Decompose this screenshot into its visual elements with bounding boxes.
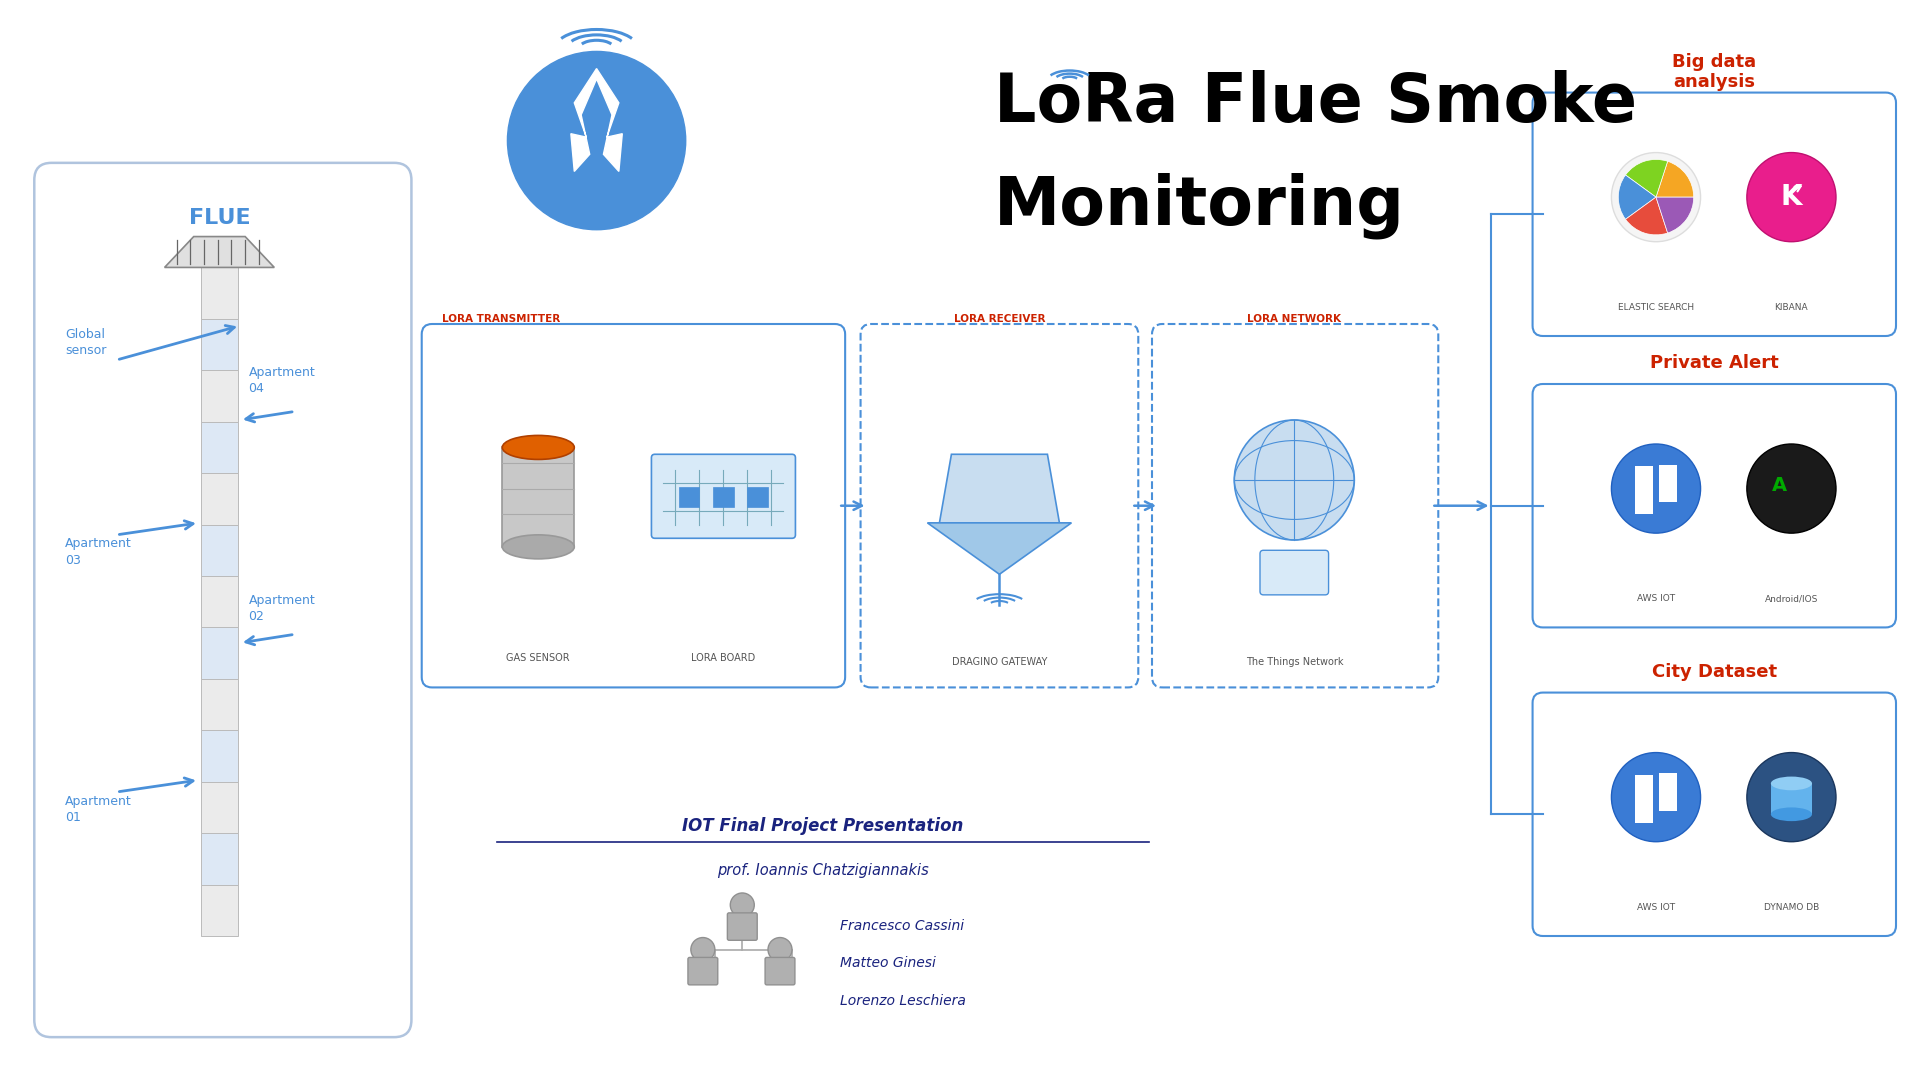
Bar [1636,774,1653,823]
Text: Global
sensor: Global sensor [65,328,106,357]
FancyBboxPatch shape [1532,692,1895,936]
Bar [200,319,238,370]
Text: ELASTIC SEARCH: ELASTIC SEARCH [1619,303,1693,312]
Ellipse shape [503,535,574,558]
Bar [200,576,238,627]
Bar [1659,464,1676,502]
FancyBboxPatch shape [651,455,795,538]
Wedge shape [1655,161,1693,198]
Circle shape [1747,152,1836,242]
Bar [200,268,238,319]
Text: LORA NETWORK: LORA NETWORK [1248,314,1342,324]
FancyBboxPatch shape [860,324,1139,688]
Text: Apartment
01: Apartment 01 [65,795,132,824]
Text: Francesco Cassini: Francesco Cassini [841,919,964,933]
Bar [200,525,238,576]
Text: Apartment
04: Apartment 04 [248,366,315,395]
Bar [200,679,238,730]
FancyBboxPatch shape [422,324,845,688]
Text: Android/IOS: Android/IOS [1764,594,1818,604]
Bar [200,421,238,473]
Text: A: A [1772,475,1788,495]
Text: City Dataset: City Dataset [1651,663,1776,681]
Text: LORA BOARD: LORA BOARD [691,653,756,663]
Polygon shape [927,523,1071,575]
Text: The Things Network: The Things Network [1246,657,1342,666]
Circle shape [1747,444,1836,534]
Polygon shape [570,68,622,172]
Wedge shape [1626,198,1668,234]
Text: Monitoring: Monitoring [995,173,1405,239]
FancyBboxPatch shape [728,913,756,941]
Circle shape [1235,420,1354,540]
Text: LORA RECEIVER: LORA RECEIVER [954,314,1044,324]
Text: Private Alert: Private Alert [1649,354,1778,373]
Bar [1636,467,1653,514]
Bar [712,487,733,508]
Circle shape [1611,152,1701,242]
FancyBboxPatch shape [764,958,795,985]
FancyBboxPatch shape [1152,324,1438,688]
Polygon shape [165,237,275,268]
Bar [200,782,238,833]
FancyBboxPatch shape [1532,93,1895,336]
Text: K: K [1780,184,1803,212]
Text: DRAGINO GATEWAY: DRAGINO GATEWAY [952,657,1046,666]
Text: Apartment
02: Apartment 02 [248,594,315,623]
Text: AWS IOT: AWS IOT [1638,594,1674,604]
Bar [200,627,238,679]
Text: LORA TRANSMITTER: LORA TRANSMITTER [442,314,561,324]
Text: Apartment
03: Apartment 03 [65,538,132,567]
Ellipse shape [1770,808,1812,821]
Polygon shape [939,455,1060,523]
Bar [200,885,238,936]
FancyBboxPatch shape [1260,551,1329,595]
Text: IOT Final Project Presentation: IOT Final Project Presentation [682,818,964,835]
Text: Matteo Ginesi: Matteo Ginesi [841,957,935,971]
Bar [1770,783,1812,814]
Circle shape [507,52,685,230]
Bar [200,730,238,782]
Text: DYNAMO DB: DYNAMO DB [1764,903,1818,912]
Text: GAS SENSOR: GAS SENSOR [507,653,570,663]
Text: LoRa Flue Smoke: LoRa Flue Smoke [995,70,1638,136]
Bar [503,447,574,546]
Ellipse shape [1770,777,1812,791]
Circle shape [691,937,714,961]
Circle shape [1611,753,1701,841]
Wedge shape [1655,198,1693,233]
Text: Big data
analysis: Big data analysis [1672,53,1757,92]
FancyBboxPatch shape [687,958,718,985]
Bar [747,487,768,508]
Text: AWS IOT: AWS IOT [1638,903,1674,912]
Bar [200,473,238,525]
Text: KIBANA: KIBANA [1774,303,1809,312]
Bar [680,487,699,508]
Text: prof. Ioannis Chatzigiannakis: prof. Ioannis Chatzigiannakis [716,863,929,878]
Wedge shape [1619,175,1655,219]
Ellipse shape [503,435,574,459]
Wedge shape [1626,160,1668,198]
Circle shape [768,937,791,961]
Circle shape [1611,444,1701,534]
Text: Lorenzo Leschiera: Lorenzo Leschiera [841,995,966,1008]
FancyBboxPatch shape [35,163,411,1037]
Bar [200,833,238,885]
Text: FLUE: FLUE [188,207,250,228]
FancyBboxPatch shape [1532,384,1895,627]
Circle shape [1747,753,1836,841]
Circle shape [730,893,755,917]
Bar [200,370,238,421]
Bar [1659,773,1676,811]
